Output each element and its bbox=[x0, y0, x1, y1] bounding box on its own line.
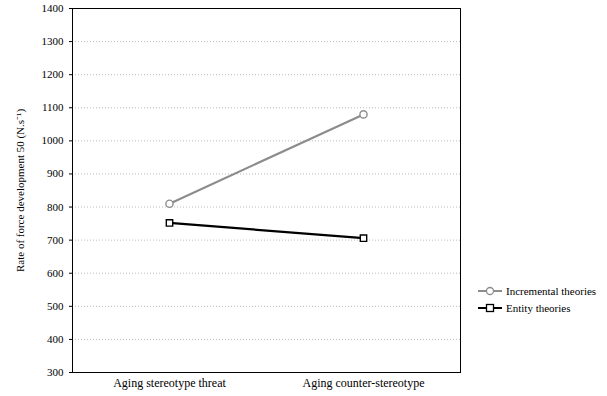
svg-text:Aging counter-stereotype: Aging counter-stereotype bbox=[302, 376, 424, 390]
svg-text:400: 400 bbox=[47, 333, 64, 345]
svg-text:Aging stereotype threat: Aging stereotype threat bbox=[113, 376, 226, 390]
svg-text:800: 800 bbox=[47, 201, 64, 213]
svg-text:700: 700 bbox=[47, 234, 64, 246]
svg-text:1200: 1200 bbox=[42, 68, 65, 80]
svg-text:1100: 1100 bbox=[42, 101, 64, 113]
svg-text:500: 500 bbox=[47, 300, 64, 312]
html-text:Incremental theories: Incremental theories bbox=[506, 284, 597, 297]
svg-text:600: 600 bbox=[47, 267, 64, 279]
svg-text:Rate of force development 50 (: Rate of force development 50 (N.s⁻¹) bbox=[14, 109, 27, 272]
svg-text:1300: 1300 bbox=[42, 35, 65, 47]
html-text:Entity theories: Entity theories bbox=[506, 301, 571, 314]
svg-text:1000: 1000 bbox=[42, 134, 65, 146]
svg-text:1400: 1400 bbox=[42, 2, 65, 14]
svg-text:300: 300 bbox=[47, 366, 64, 378]
svg-text:900: 900 bbox=[47, 167, 64, 179]
